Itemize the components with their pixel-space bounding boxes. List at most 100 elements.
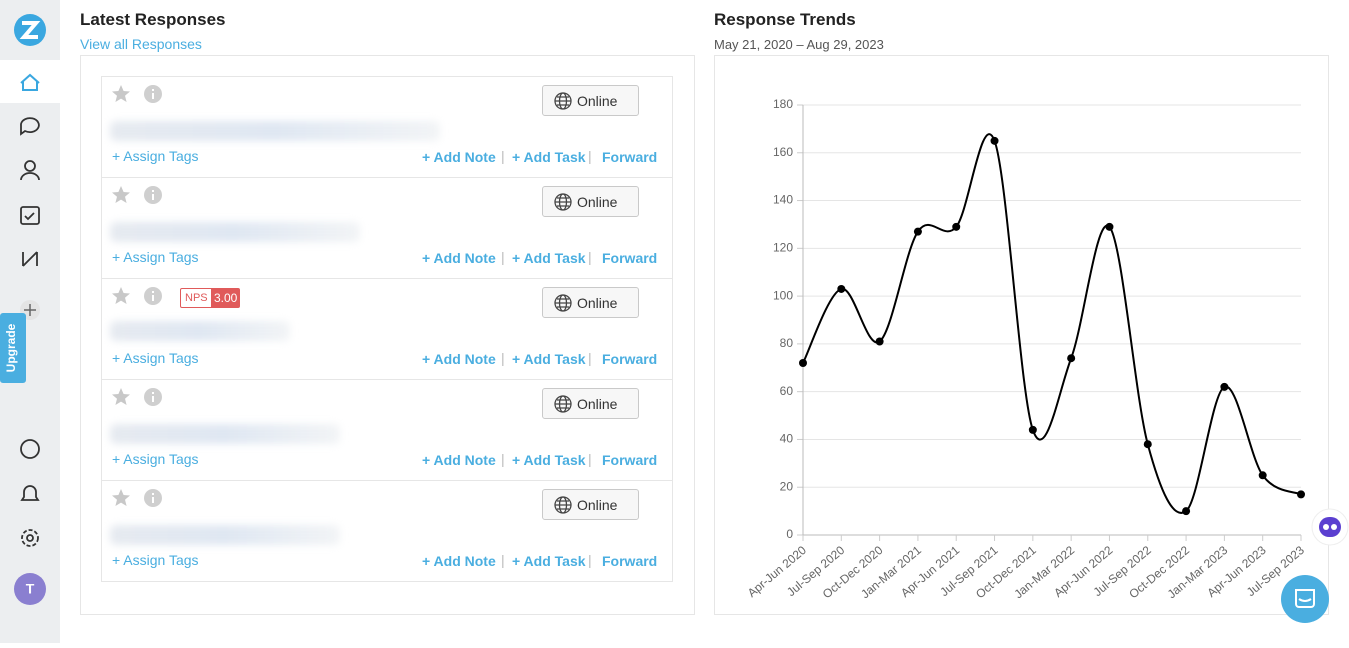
status-button[interactable]: Online — [542, 186, 639, 217]
data-point — [1182, 507, 1191, 516]
avatar[interactable] — [14, 573, 46, 605]
help-icon[interactable] — [20, 439, 40, 459]
add-note-link[interactable]: + Add Note — [422, 250, 496, 266]
chart-card — [714, 55, 1329, 615]
sidebar: Upgrade T — [0, 0, 60, 643]
separator: | — [501, 249, 505, 265]
assign-tags-link[interactable]: + Assign Tags — [112, 552, 199, 568]
blurred-content — [110, 321, 290, 341]
separator: | — [501, 350, 505, 366]
info-icon[interactable] — [144, 388, 162, 406]
response-item: Online + Assign Tags + Add Note | + Add Task… — [102, 380, 672, 481]
forward-link[interactable]: Forward — [602, 149, 658, 165]
y-tick-label: 0 — [786, 527, 793, 541]
data-point — [837, 284, 846, 293]
star-icon[interactable] — [111, 286, 131, 306]
avatar-initial[interactable]: T — [26, 581, 35, 597]
settings-icon[interactable] — [21, 529, 39, 547]
y-tick-label: 80 — [780, 336, 794, 350]
data-point — [1297, 490, 1305, 499]
y-tick-label: 100 — [773, 288, 793, 302]
add-task-link[interactable]: + Add Task — [512, 452, 586, 468]
y-tick-label: 120 — [773, 241, 793, 255]
add-note-link[interactable]: + Add Note — [422, 452, 496, 468]
info-icon[interactable] — [144, 85, 162, 103]
status-label[interactable]: Online — [577, 496, 618, 513]
separator: | — [501, 451, 505, 467]
workflow-icon[interactable] — [22, 251, 38, 267]
upgrade-button[interactable] — [0, 313, 26, 383]
separator: | — [501, 552, 505, 568]
separator: | — [588, 249, 592, 265]
response-list: Online + Assign Tags + Add Note | + Add Task… — [101, 76, 673, 582]
y-tick-label: 60 — [780, 384, 794, 398]
add-task-link[interactable]: + Add Task — [512, 149, 586, 165]
info-icon[interactable] — [144, 287, 162, 305]
forward-link[interactable]: Forward — [602, 351, 658, 367]
data-point — [875, 337, 884, 346]
star-icon[interactable] — [111, 84, 131, 104]
bell-icon[interactable] — [20, 485, 40, 501]
info-icon[interactable] — [144, 186, 162, 204]
y-tick-label: 160 — [773, 145, 793, 159]
y-tick-label: 180 — [773, 97, 793, 111]
status-label[interactable]: Online — [577, 92, 618, 109]
data-point — [913, 227, 922, 236]
response-item: NPS 3.00 Online + Assign Tags + Add Note | + A… — [102, 279, 672, 380]
y-tick-label: 140 — [773, 193, 793, 207]
user-icon[interactable] — [24, 160, 36, 172]
y-tick-label: 40 — [780, 432, 794, 446]
assign-tags-link[interactable]: + Assign Tags — [112, 451, 199, 467]
chat-launcher[interactable] — [1281, 575, 1329, 623]
status-button[interactable]: Online — [542, 287, 639, 318]
separator: | — [588, 451, 592, 467]
add-task-link[interactable]: + Add Task — [512, 351, 586, 367]
add-note-link[interactable]: + Add Note — [422, 351, 496, 367]
assign-tags-link[interactable]: + Assign Tags — [112, 350, 199, 366]
data-point — [799, 359, 807, 367]
trend-line — [802, 133, 1302, 514]
data-point — [1220, 382, 1229, 391]
star-icon[interactable] — [111, 185, 131, 205]
separator: | — [588, 148, 592, 164]
add-note-link[interactable]: + Add Note — [422, 553, 496, 569]
assign-tags-link[interactable]: + Assign Tags — [112, 249, 199, 265]
status-label[interactable]: Online — [577, 395, 618, 412]
data-point — [1067, 354, 1076, 363]
blurred-content — [110, 121, 440, 141]
chat-icon[interactable] — [20, 117, 40, 136]
blurred-content — [110, 222, 360, 242]
status-button[interactable]: Online — [542, 85, 639, 116]
add-task-link[interactable]: + Add Task — [512, 553, 586, 569]
chart-title: Response Trends — [714, 10, 856, 29]
forward-link[interactable]: Forward — [602, 452, 658, 468]
sidebar-icons: Upgrade T — [0, 14, 60, 605]
separator: | — [501, 148, 505, 164]
view-all-link[interactable]: View all Responses — [80, 36, 202, 52]
forward-link[interactable]: Forward — [602, 553, 658, 569]
status-label[interactable]: Online — [577, 193, 618, 210]
upgrade-label[interactable]: Upgrade — [4, 323, 18, 372]
status-button[interactable]: Online — [542, 489, 639, 520]
data-point — [1143, 440, 1152, 449]
star-icon[interactable] — [111, 387, 131, 407]
status-button[interactable]: Online — [542, 388, 639, 419]
add-note-link[interactable]: + Add Note — [422, 149, 496, 165]
response-item: Online + Assign Tags + Add Note | + Add Task… — [102, 77, 672, 178]
response-item: Online + Assign Tags + Add Note | + Add Task… — [102, 178, 672, 279]
y-tick-label: 20 — [780, 479, 794, 493]
star-icon[interactable] — [111, 488, 131, 508]
add-task-link[interactable]: + Add Task — [512, 250, 586, 266]
task-icon[interactable] — [20, 206, 40, 225]
data-point — [1105, 222, 1114, 231]
nps-label: NPS — [180, 288, 213, 308]
home-icon[interactable] — [20, 73, 40, 91]
forward-link[interactable]: Forward — [602, 250, 658, 266]
data-point — [1028, 425, 1037, 434]
status-label[interactable]: Online — [577, 294, 618, 311]
info-icon[interactable] — [144, 489, 162, 507]
data-point — [952, 222, 961, 231]
assign-tags-link[interactable]: + Assign Tags — [112, 148, 199, 164]
